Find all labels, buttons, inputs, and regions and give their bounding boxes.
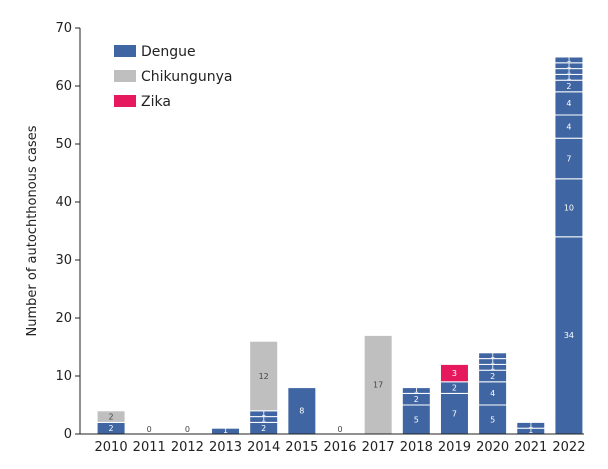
bar-segment-label: 1 <box>566 67 571 76</box>
bar-segment-label: 3 <box>452 369 457 378</box>
bar-segment-dengue <box>439 392 469 435</box>
bar-segment-dengue <box>554 236 584 435</box>
bar-segment-label: 1 <box>566 55 571 64</box>
bar-segment-label: 17 <box>373 381 383 390</box>
bar-segment-dengue <box>516 421 546 429</box>
legend: Dengue Chikungunya Zika <box>114 44 232 110</box>
legend-label: Dengue <box>141 44 196 60</box>
bar-segment-label: 2 <box>414 395 419 404</box>
x-tick-label: 2018 <box>400 440 433 455</box>
bar-segment-dengue <box>554 137 584 180</box>
y-tick-label: 40 <box>55 195 72 210</box>
zero-value-label: 0 <box>147 425 152 434</box>
bar-segment-dengue <box>478 352 508 360</box>
bar-segment-label: 10 <box>564 204 574 213</box>
bar-segment-label: 12 <box>259 372 269 381</box>
bar-segment-label: 1 <box>528 420 533 429</box>
y-tick-label: 50 <box>55 137 72 152</box>
bar-segment-dengue <box>554 56 584 64</box>
bar-segment-label: 5 <box>414 415 419 424</box>
legend-label: Zika <box>141 94 171 110</box>
x-tick-label: 2020 <box>476 440 509 455</box>
bar-segment-label: 7 <box>452 410 457 419</box>
bar-segment-label: 2 <box>452 383 457 392</box>
zero-value-label: 0 <box>185 425 190 434</box>
y-tick-label: 10 <box>55 369 72 384</box>
y-tick-label: 0 <box>64 427 72 442</box>
bar-segment-dengue <box>401 387 431 394</box>
bar-segment-label: 2 <box>261 424 266 433</box>
bar-segment-chikungunya <box>96 410 126 423</box>
x-tick-label: 2015 <box>285 440 318 455</box>
bar-segment-label: 2 <box>109 412 114 421</box>
bar-segment-label: 1 <box>414 386 419 395</box>
x-tick-label: 2011 <box>133 440 166 455</box>
bar-segment-label: 1 <box>261 409 266 418</box>
bar-segment-dengue <box>554 178 584 238</box>
bar-segment-label: 4 <box>566 122 571 131</box>
bar-segment-label: 8 <box>299 407 304 416</box>
bar-segment-label: 2 <box>109 424 114 433</box>
bar-segment-label: 1 <box>223 426 228 435</box>
bar-segment-label: 2 <box>566 82 571 91</box>
legend-label: Chikungunya <box>141 69 232 85</box>
legend-swatch-zika <box>114 95 136 107</box>
y-tick-label: 30 <box>55 253 72 268</box>
x-tick-label: 2019 <box>438 440 471 455</box>
bar-segment-label: 1 <box>566 61 571 70</box>
bar-segment-dengue <box>401 404 431 435</box>
x-tick-label: 2012 <box>171 440 204 455</box>
x-tick-label: 2014 <box>247 440 280 455</box>
bar-segment-dengue <box>287 387 317 435</box>
zero-value-label: 0 <box>337 425 342 434</box>
x-tick-label: 2017 <box>362 440 395 455</box>
bar-segment-zika <box>439 363 469 383</box>
bar-segment-label: 1 <box>490 362 495 371</box>
bar-segment-label: 34 <box>564 331 574 340</box>
bar-segment-label: 4 <box>566 99 571 108</box>
bar-segment-label: 1 <box>261 415 266 424</box>
bar-segment-label: 7 <box>566 154 571 163</box>
y-tick-label: 70 <box>55 21 72 36</box>
bar-segment-label: 2 <box>490 372 495 381</box>
legend-swatch-chikungunya <box>114 70 136 82</box>
bar-segment-label: 5 <box>490 415 495 424</box>
bar-segment-label: 1 <box>528 426 533 435</box>
bar-segment-label: 4 <box>490 389 495 398</box>
y-tick-label: 20 <box>55 311 72 326</box>
x-tick-label: 2021 <box>514 440 547 455</box>
bar-segment-label: 1 <box>566 72 571 81</box>
bar-segment-label: 1 <box>490 351 495 360</box>
x-tick-label: 2016 <box>323 440 356 455</box>
axes <box>79 28 584 435</box>
y-tick-label: 60 <box>55 79 72 94</box>
bar-segment-chikungunya <box>249 340 279 412</box>
x-tick-label: 2022 <box>552 440 585 455</box>
y-axis-title: Number of autochthonous cases <box>25 125 40 336</box>
bar-segment-chikungunya <box>363 334 393 435</box>
legend-swatch-dengue <box>114 45 136 57</box>
x-tick-label: 2010 <box>95 440 128 455</box>
bar-segment-label: 1 <box>490 357 495 366</box>
x-tick-label: 2013 <box>209 440 242 455</box>
